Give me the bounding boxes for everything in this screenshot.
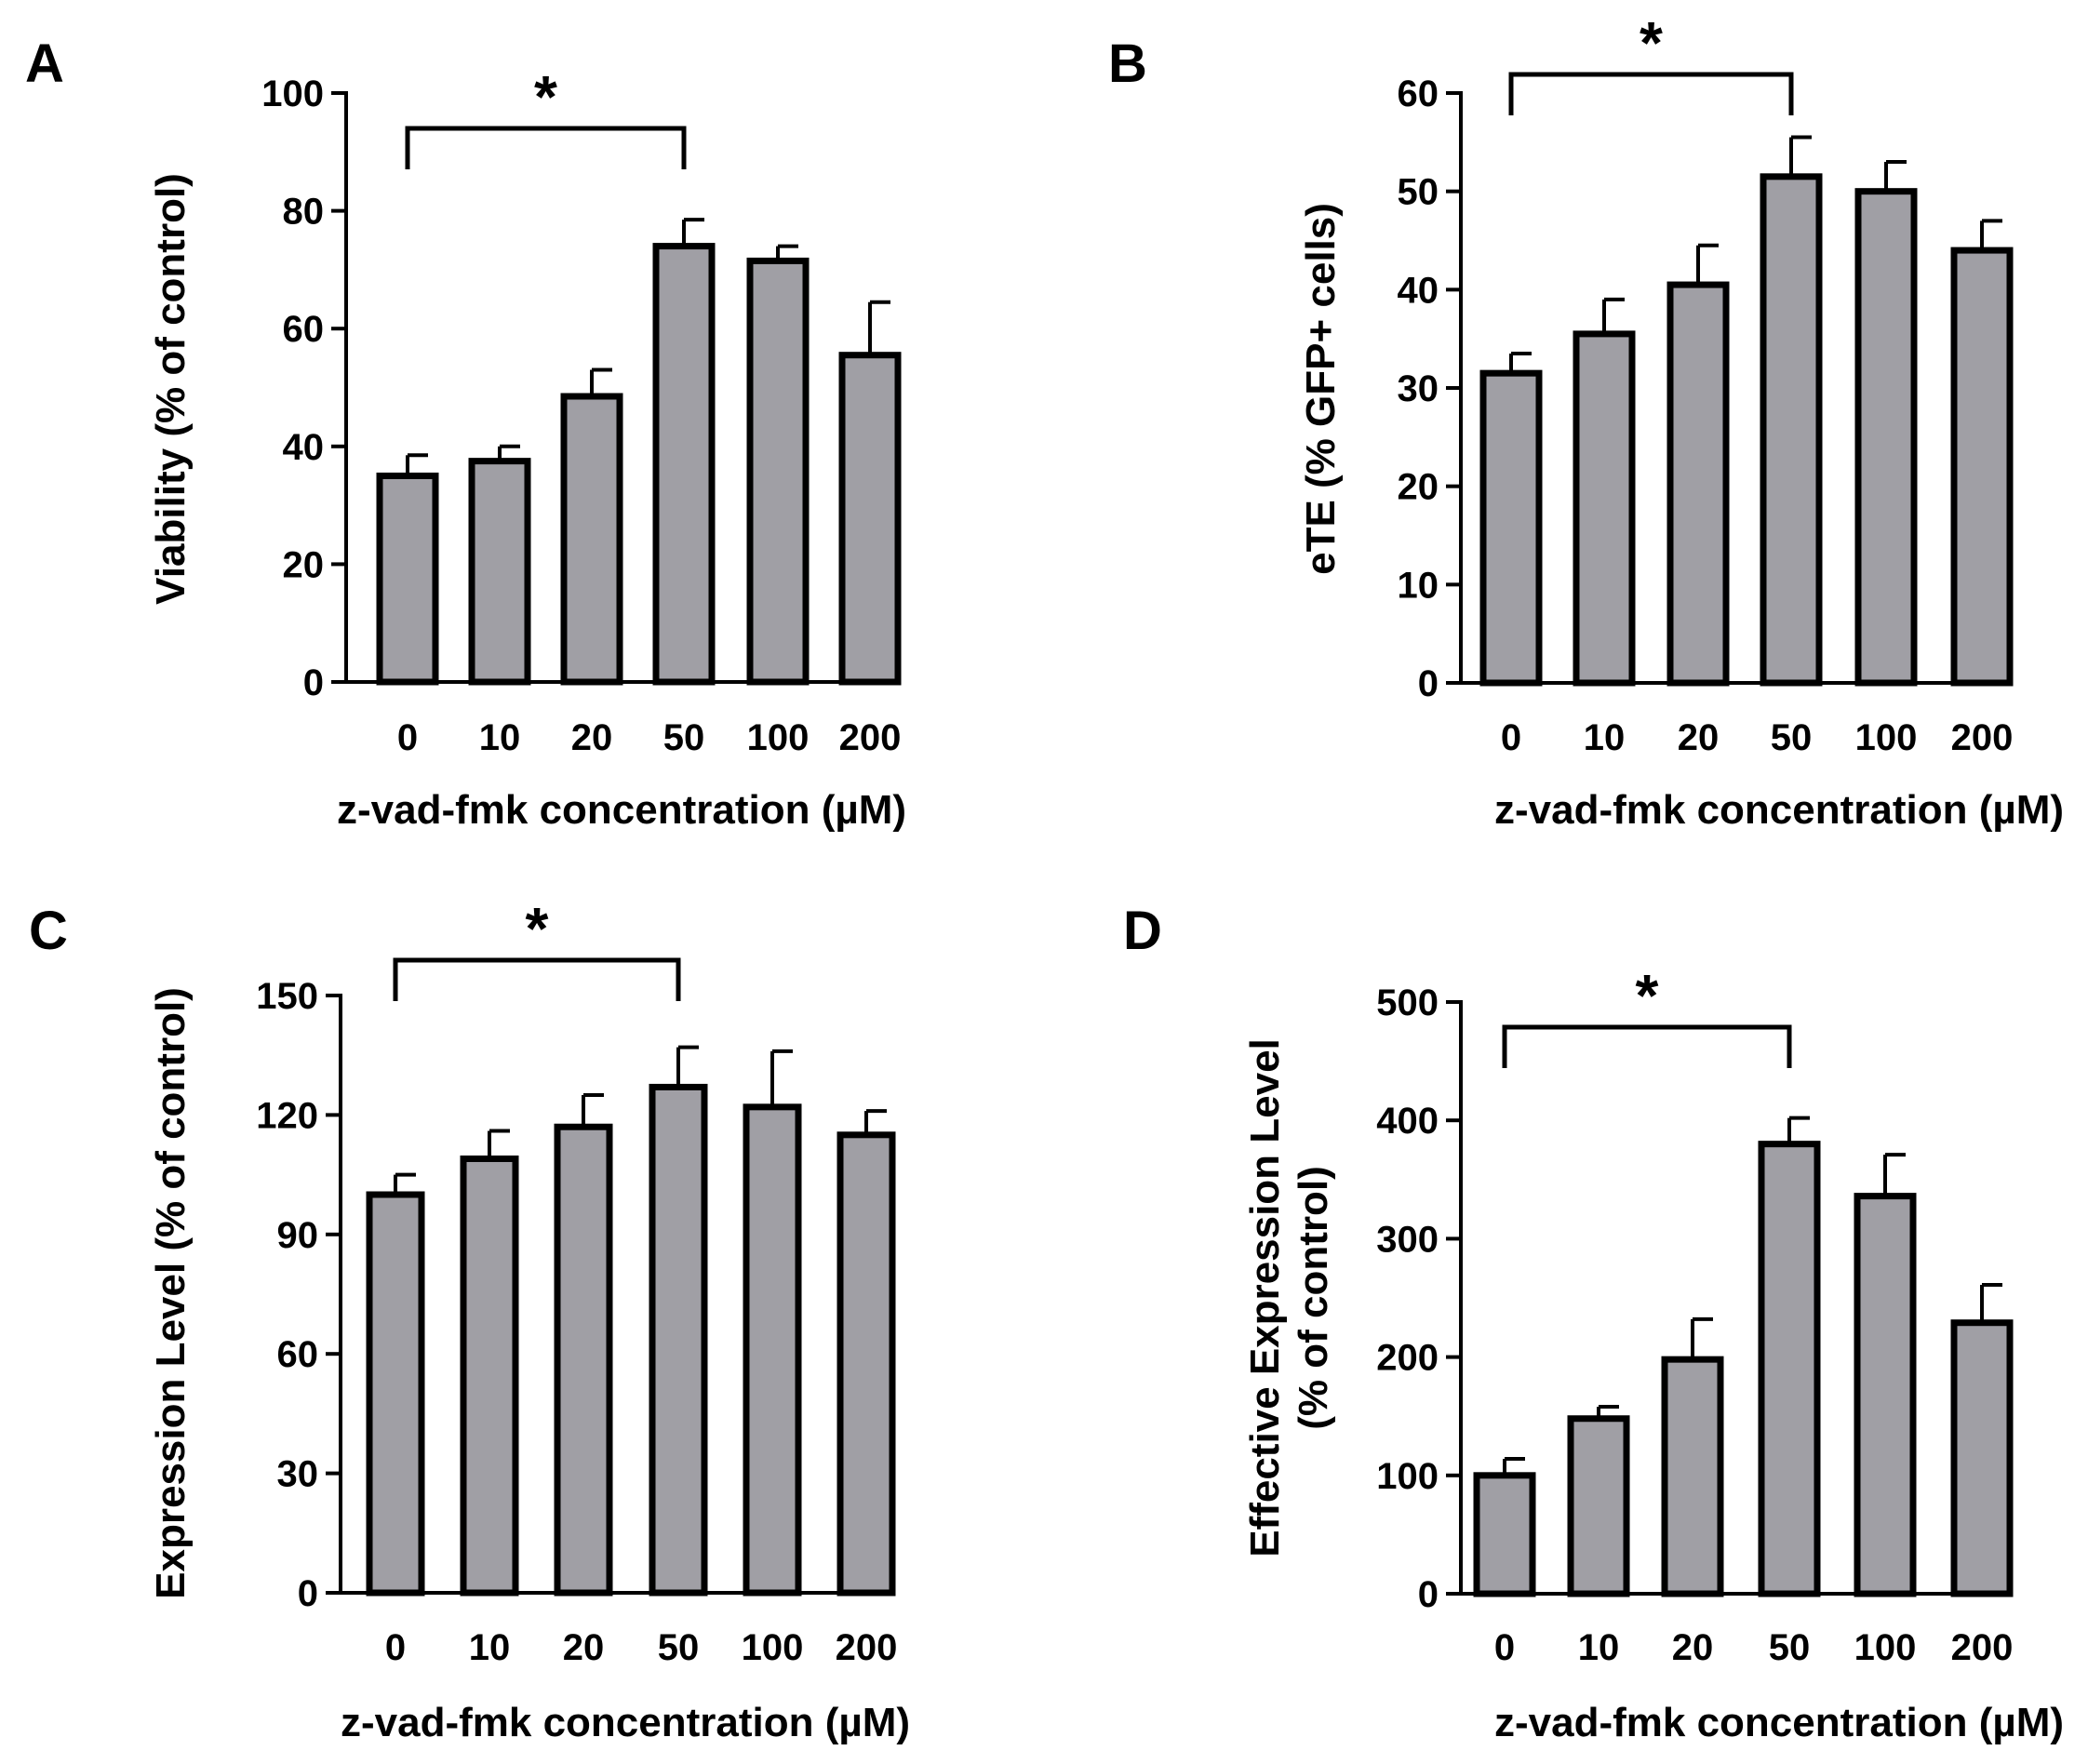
bar	[1573, 330, 1636, 687]
bar	[1758, 1141, 1821, 1597]
x-tick-label: 200	[839, 717, 902, 758]
panel-d: D 0 100 200 300 400 500 0 10 20 50 100 200 * z-vad-fmk…	[1123, 901, 2064, 1745]
panel-c: C 0 30 60 90 120 150 0 10 20 50 100 200 * z-vad-fmk co…	[29, 895, 910, 1745]
panel-letter: D	[1123, 901, 1162, 961]
x-tick-label: 100	[742, 1627, 804, 1668]
bar	[837, 1131, 896, 1597]
y-tick-label: 60	[277, 1334, 319, 1375]
y-tick-label: 300	[1376, 1219, 1439, 1260]
panel-letter: A	[25, 33, 64, 94]
significance-star: *	[534, 63, 557, 130]
y-tick-label: 10	[1398, 565, 1439, 606]
bar	[1760, 173, 1823, 687]
bar	[468, 458, 531, 686]
bar	[560, 393, 623, 686]
x-tick-label: 50	[1771, 717, 1813, 758]
y-axis-label: Effective Expression Level	[1242, 1038, 1288, 1557]
y-tick-label: 100	[261, 74, 324, 114]
y-tick-label: 40	[1398, 270, 1439, 311]
y-tick-label: 20	[283, 544, 325, 585]
y-axis-label: eTE (% GFP+ cells)	[1298, 203, 1344, 575]
y-tick-label: 60	[1398, 74, 1439, 114]
x-tick-label: 10	[469, 1627, 511, 1668]
y-tick-label: 500	[1376, 982, 1439, 1023]
y-axis-label: (% of control)	[1291, 1166, 1336, 1430]
x-tick-label: 0	[1501, 717, 1521, 758]
y-tick-label: 50	[1398, 172, 1439, 213]
x-tick-label: 0	[397, 717, 418, 758]
x-axis-label: z-vad-fmk concentration (µM)	[1494, 1700, 2064, 1745]
y-tick-label: 150	[256, 976, 318, 1017]
x-tick-label: 200	[836, 1627, 898, 1668]
bar	[1950, 1319, 2014, 1597]
bar	[376, 472, 439, 686]
x-tick-label: 20	[563, 1627, 605, 1668]
significance-bracket	[405, 126, 687, 169]
y-tick-label: 20	[1398, 467, 1439, 508]
bar	[554, 1123, 613, 1597]
x-axis-label: z-vad-fmk concentration (µM)	[341, 1700, 910, 1745]
x-tick-label: 100	[747, 717, 810, 758]
y-tick-label: 0	[1418, 1574, 1439, 1615]
bar	[1950, 247, 2014, 687]
bar	[1473, 1472, 1536, 1597]
x-tick-label: 0	[1494, 1627, 1515, 1668]
y-tick-label: 200	[1376, 1338, 1439, 1379]
y-axis-label: Viability (% of control)	[148, 173, 194, 605]
bar	[1567, 1415, 1630, 1597]
bar	[838, 352, 902, 686]
significance-star: *	[526, 895, 549, 962]
x-tick-label: 200	[1951, 717, 2014, 758]
y-tick-label: 40	[283, 427, 325, 468]
x-axis-label: z-vad-fmk concentration (µM)	[337, 787, 906, 833]
x-tick-label: 100	[1855, 717, 1918, 758]
y-tick-label: 80	[283, 192, 325, 233]
x-tick-label: 20	[1672, 1627, 1714, 1668]
bar	[743, 1103, 802, 1597]
y-tick-label: 400	[1376, 1101, 1439, 1142]
significance-bracket	[393, 957, 681, 1001]
y-axis-label: Expression Level (% of control)	[148, 987, 194, 1599]
x-tick-label: 10	[479, 717, 521, 758]
y-tick-label: 60	[283, 309, 325, 350]
y-tick-label: 100	[1376, 1456, 1439, 1497]
y-tick-label: 30	[1398, 368, 1439, 409]
significance-star: *	[1636, 962, 1659, 1029]
bar	[652, 243, 716, 686]
y-tick-label: 90	[277, 1215, 319, 1256]
y-tick-label: 0	[1418, 663, 1439, 704]
x-tick-label: 50	[663, 717, 705, 758]
x-tick-label: 100	[1854, 1627, 1917, 1668]
bar	[1661, 1356, 1724, 1597]
x-tick-label: 20	[571, 717, 613, 758]
significance-bracket	[1502, 1024, 1792, 1068]
x-tick-label: 0	[385, 1627, 406, 1668]
bar	[366, 1191, 425, 1597]
bar	[460, 1155, 519, 1597]
bar	[1854, 1193, 1917, 1597]
x-tick-label: 10	[1584, 717, 1626, 758]
bar	[1854, 188, 1918, 687]
significance-bracket	[1508, 72, 1794, 115]
panel-a: A 0 20 40 60 80 100 0 10 20 50 100 200 * z-vad-fmk con…	[25, 33, 906, 833]
y-tick-label: 30	[277, 1454, 319, 1495]
bar	[1479, 369, 1543, 687]
panel-b: B 0 10 20 30 40 50 60 0 10 20 50 100 200 * z-vad-fmk co…	[1108, 9, 2064, 833]
x-tick-label: 200	[1951, 1627, 2014, 1668]
bar	[1666, 281, 1730, 687]
significance-star: *	[1640, 9, 1663, 76]
bar	[746, 257, 810, 686]
x-axis-label: z-vad-fmk concentration (µM)	[1494, 787, 2064, 833]
y-tick-label: 120	[256, 1095, 318, 1136]
y-tick-label: 0	[303, 662, 324, 703]
panel-letter: C	[29, 901, 68, 961]
x-tick-label: 20	[1678, 717, 1720, 758]
x-tick-label: 50	[1769, 1627, 1811, 1668]
y-tick-label: 0	[298, 1573, 318, 1614]
panel-letter: B	[1108, 33, 1147, 94]
bar	[649, 1083, 708, 1597]
x-tick-label: 10	[1578, 1627, 1620, 1668]
x-tick-label: 50	[658, 1627, 700, 1668]
